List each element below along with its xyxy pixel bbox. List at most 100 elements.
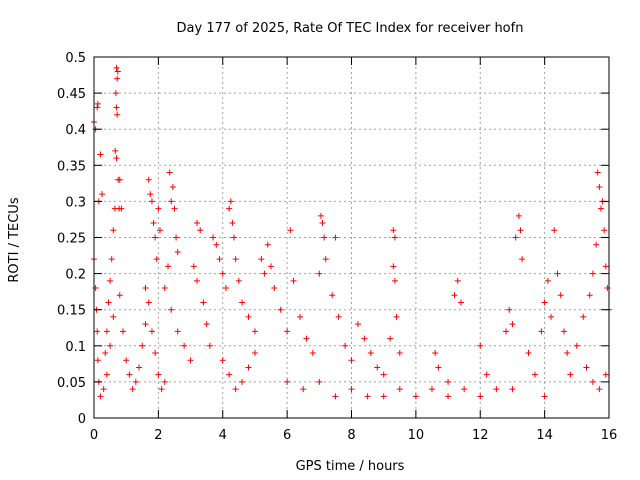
data-point <box>139 342 146 349</box>
data-point <box>428 386 435 393</box>
data-point <box>113 64 120 71</box>
data-point <box>332 234 339 241</box>
data-point <box>119 328 126 335</box>
data-point <box>174 328 181 335</box>
data-point <box>113 104 120 111</box>
data-point <box>303 335 310 342</box>
x-axis-label: GPS time / hours <box>296 459 405 474</box>
data-point <box>161 378 168 385</box>
data-point <box>99 191 106 198</box>
data-point <box>190 263 197 270</box>
y-tick-label: 0.45 <box>57 87 86 102</box>
data-point <box>432 350 439 357</box>
data-point <box>573 342 580 349</box>
data-point <box>94 104 101 111</box>
data-point <box>554 270 561 277</box>
data-point <box>213 241 220 248</box>
x-tick-label: 4 <box>219 428 227 443</box>
data-point <box>589 270 596 277</box>
data-point <box>287 227 294 234</box>
data-point <box>112 90 119 97</box>
data-point <box>374 364 381 371</box>
y-tick-label: 0.3 <box>65 195 86 210</box>
data-point <box>454 277 461 284</box>
data-point <box>277 306 284 313</box>
data-point <box>194 220 200 227</box>
data-point <box>531 371 538 378</box>
data-point <box>148 198 155 205</box>
y-tick-label: 0.1 <box>65 340 86 355</box>
data-point <box>284 378 291 385</box>
data-point <box>136 364 143 371</box>
data-point <box>538 328 545 335</box>
data-point <box>100 386 107 393</box>
data-point <box>557 292 564 299</box>
data-point <box>515 212 522 219</box>
data-point <box>564 350 571 357</box>
data-point <box>155 205 162 212</box>
data-point <box>596 386 603 393</box>
data-point <box>231 234 238 241</box>
data-point <box>319 220 326 227</box>
data-point <box>300 386 307 393</box>
data-point <box>168 306 175 313</box>
data-point <box>116 292 123 299</box>
data-point <box>264 241 271 248</box>
data-point <box>251 328 258 335</box>
grid-lines <box>94 57 609 418</box>
data-point <box>210 234 217 241</box>
data-point <box>107 277 114 284</box>
data-point <box>142 285 149 292</box>
y-tick-label: 0.5 <box>65 51 86 66</box>
data-point <box>94 357 101 364</box>
data-point <box>583 364 590 371</box>
data-point <box>114 68 121 75</box>
data-point <box>226 205 233 212</box>
data-point <box>477 393 484 400</box>
data-point <box>457 299 464 306</box>
data-point <box>107 342 114 349</box>
data-point <box>290 277 297 284</box>
data-point <box>271 285 278 292</box>
data-point <box>387 335 394 342</box>
data-point <box>342 342 349 349</box>
x-tick-label: 8 <box>347 428 355 443</box>
data-point <box>219 270 226 277</box>
data-point <box>112 147 119 154</box>
data-point <box>258 256 265 263</box>
data-point <box>158 386 165 393</box>
chart-title: Day 177 of 2025, Rate Of TEC Index for r… <box>177 21 524 36</box>
data-point <box>602 371 609 378</box>
data-point <box>181 342 188 349</box>
data-point <box>165 263 172 270</box>
data-point <box>321 234 328 241</box>
data-point <box>509 386 516 393</box>
data-point <box>152 234 159 241</box>
data-point <box>412 393 419 400</box>
data-point <box>317 212 324 219</box>
data-point <box>309 350 316 357</box>
data-point <box>393 313 400 320</box>
data-point <box>174 248 181 255</box>
data-point <box>297 313 303 320</box>
data-point <box>239 299 246 306</box>
data-point <box>519 256 526 263</box>
data-point <box>197 227 204 234</box>
data-point <box>335 313 342 320</box>
y-tick-label: 0.05 <box>57 376 86 391</box>
data-point <box>380 393 387 400</box>
data-point <box>116 176 123 183</box>
axis-ticks: 0 0.05 0.1 0.15 0.2 0.25 0.3 0.35 0.4 0.45 0.5 0 2 4 6… <box>57 51 617 443</box>
data-point <box>329 292 336 299</box>
data-point <box>222 285 229 292</box>
data-point <box>348 357 355 364</box>
x-tick-label: 10 <box>408 428 425 443</box>
data-point <box>364 393 371 400</box>
data-point <box>126 371 133 378</box>
data-point <box>113 155 120 162</box>
data-point <box>216 256 223 263</box>
data-point <box>354 321 361 328</box>
data-point <box>97 393 104 400</box>
